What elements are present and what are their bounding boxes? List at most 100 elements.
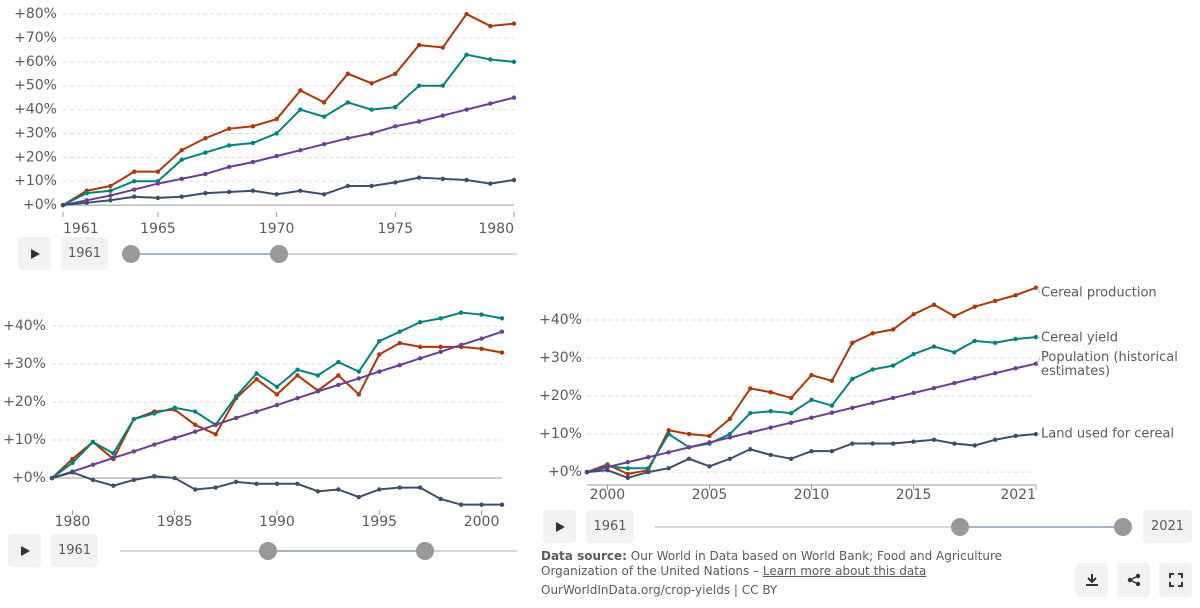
data-point [111,451,116,456]
data-point [250,140,256,146]
data-point [356,369,362,374]
data-point [727,416,733,422]
data-point [625,459,631,465]
data-point [666,450,671,455]
data-point [890,327,896,332]
label-connector [1036,336,1041,339]
play-button[interactable] [18,237,51,270]
y-tick-label: +30% [14,125,57,141]
data-point [952,313,957,319]
data-point [438,496,443,502]
start-year[interactable]: 1961 [586,510,634,543]
x-tick-label: 2010 [794,487,830,503]
data-point [911,439,916,444]
data-point [458,310,464,315]
slider-thumb[interactable] [122,245,140,263]
data-point [369,183,374,189]
slider-range [131,253,279,255]
label-line: Population (historical [1041,350,1182,365]
play-button[interactable] [8,534,41,567]
data-point [274,384,280,390]
data-point [155,195,161,201]
data-point [315,373,321,378]
slider-range [960,526,1123,528]
data-point [172,435,177,441]
data-point [931,385,937,391]
slider-thumb[interactable] [416,542,434,560]
y-tick-label: +10% [3,432,46,448]
data-point [707,433,712,439]
data-point [850,405,855,411]
y-tick-label: +30% [3,356,46,372]
data-point [298,88,303,93]
slider-thumb[interactable] [259,542,277,560]
data-point [179,157,184,162]
data-point [345,71,351,76]
data-point [686,456,692,461]
data-point [464,107,469,112]
y-tick-label: +0% [12,470,46,486]
data-point [213,432,218,437]
data-point [440,45,445,50]
data-point [356,494,362,500]
data-point [646,455,651,460]
share-button[interactable] [1117,563,1150,597]
series-line [62,53,515,206]
data-point [111,455,116,461]
data-point [488,101,493,106]
data-point [321,192,327,197]
data-point [397,340,402,346]
data-point [315,489,321,494]
y-tick-label: +20% [3,394,46,410]
start-year[interactable]: 1961 [51,534,98,567]
x-tick-label: 1980 [478,221,514,237]
data-point [60,202,66,208]
data-point [377,487,382,492]
data-point [1013,293,1018,298]
data-point [727,431,733,437]
learn-more-link[interactable]: Learn more about this data [762,564,927,578]
play-icon [555,521,565,532]
data-point [440,83,445,88]
data-point [70,460,75,466]
data-point [192,422,198,428]
slider-track[interactable] [655,526,1123,528]
fullscreen-button[interactable] [1159,563,1192,597]
data-point [203,190,208,196]
download-button[interactable] [1075,563,1108,597]
x-tick-label: 2000 [590,487,626,503]
data-point [254,481,259,486]
data-point [90,477,96,483]
source-url: OurWorldInData.org/crop-yields | CC BY [541,583,778,597]
slider-thumb[interactable] [1114,518,1132,536]
data-point [625,471,631,477]
y-tick-label: +60% [14,54,57,70]
data-point [1013,336,1018,342]
data-point [890,395,896,401]
data-point [90,462,96,467]
y-tick-label: +0% [23,197,57,213]
data-point [203,136,208,141]
end-year[interactable]: 2021 [1143,510,1192,543]
data-point [788,395,794,401]
download-icon [1085,574,1098,586]
data-point [748,410,753,416]
data-point [438,316,443,321]
data-point [131,416,137,422]
play-button[interactable] [543,510,576,543]
series-label: Cereal production [1041,286,1157,301]
data-point [625,475,631,480]
data-point [788,410,794,416]
data-point [172,405,177,410]
data-point [870,441,875,446]
slider-thumb[interactable] [951,518,969,536]
slider-thumb[interactable] [270,245,288,263]
x-tick-label: 1980 [55,514,91,530]
series-label: Cereal yield [1041,331,1118,346]
slider-track[interactable] [131,253,517,255]
data-point [1033,431,1039,437]
start-year[interactable]: 1961 [61,237,108,270]
data-point [155,181,161,186]
data-point [172,475,177,481]
x-tick-label: 1985 [157,514,193,530]
